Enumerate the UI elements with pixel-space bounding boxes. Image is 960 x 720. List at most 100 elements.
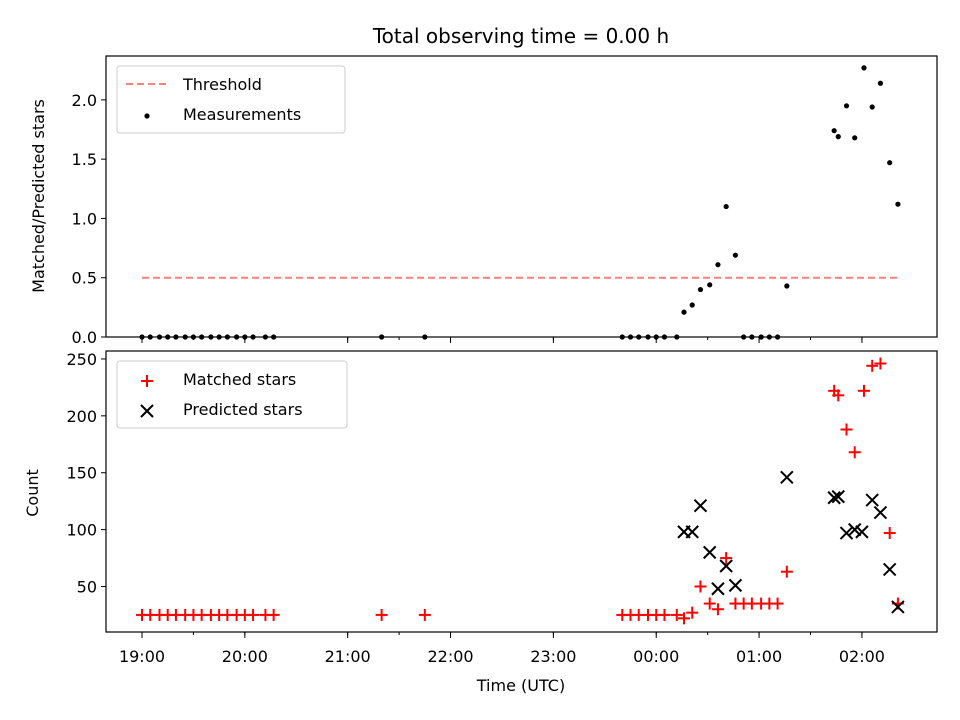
x-tick-label: 21:00	[325, 647, 371, 666]
data-point	[857, 384, 870, 397]
x-tick-label: 01:00	[736, 647, 782, 666]
data-point	[199, 334, 205, 340]
data-point	[703, 597, 716, 610]
x-tick-label: 20:00	[222, 647, 268, 666]
data-point	[780, 470, 794, 484]
measurements-legend-swatch	[144, 113, 150, 119]
data-point	[653, 334, 659, 340]
data-point	[216, 334, 222, 340]
x-tick-label: 00:00	[633, 647, 679, 666]
data-point	[422, 334, 428, 340]
y-tick-label: 1.0	[72, 209, 97, 228]
data-point	[732, 252, 739, 258]
count-panel: 50 100 150 200 250 19:00 20:00 21:00 22:00 23:00 0…	[66, 350, 938, 666]
marker-stroke	[848, 522, 862, 537]
x-tick-label: 19:00	[119, 647, 165, 666]
data-point	[190, 334, 197, 340]
marker-stroke	[831, 489, 845, 504]
data-point	[749, 334, 755, 340]
data-point	[694, 580, 707, 593]
marker-stroke	[780, 470, 794, 484]
marker-stroke	[865, 493, 879, 507]
data-point	[707, 282, 713, 288]
data-point	[689, 302, 695, 308]
marker-stroke	[703, 545, 717, 560]
data-point	[224, 334, 230, 340]
data-point	[267, 608, 280, 621]
data-point	[720, 552, 733, 565]
data-point	[173, 334, 179, 340]
marker-stroke	[728, 578, 743, 593]
y-tick-label: 200	[66, 407, 97, 426]
data-point	[681, 309, 687, 315]
data-point	[771, 597, 784, 610]
data-point	[711, 603, 724, 616]
data-point	[697, 286, 704, 293]
x-tick-label: 23:00	[530, 647, 576, 666]
data-point	[250, 334, 256, 340]
marker-stroke	[839, 526, 854, 540]
x-tick-label: 22:00	[427, 647, 473, 666]
data-point	[882, 562, 897, 577]
data-point	[840, 423, 853, 436]
data-point	[711, 582, 725, 596]
matched-stars-series	[135, 357, 904, 625]
data-point	[784, 283, 790, 289]
data-point	[147, 334, 153, 340]
y-tick-label: 150	[66, 464, 97, 483]
predicted-legend-label: Predicted stars	[183, 400, 303, 419]
data-point	[895, 201, 901, 207]
data-point	[686, 606, 699, 619]
data-point	[774, 334, 781, 340]
data-point	[165, 334, 171, 340]
data-point	[873, 505, 888, 520]
data-point	[418, 608, 431, 621]
data-point	[627, 334, 634, 340]
data-point	[723, 203, 729, 210]
data-point	[866, 359, 879, 372]
data-point	[670, 608, 683, 621]
top-y-axis-label: Matched/Predicted stars	[29, 99, 48, 293]
matched-legend-swatch	[141, 375, 153, 387]
data-point	[874, 357, 887, 370]
data-point	[182, 334, 188, 340]
chart-title: Total observing time = 0.00 h	[372, 24, 669, 48]
data-point	[703, 545, 717, 560]
data-point	[855, 525, 869, 539]
marker-stroke	[693, 499, 708, 513]
predicted-legend-swatch	[140, 404, 154, 418]
x-axis-label: Time (UTC)	[476, 676, 565, 695]
plot-frame	[105, 350, 938, 633]
data-point	[271, 334, 277, 340]
data-point	[375, 608, 388, 621]
y-tick-label: 250	[66, 350, 97, 369]
data-point	[831, 489, 845, 504]
data-point	[865, 493, 879, 507]
data-point	[262, 334, 269, 340]
data-point	[848, 446, 861, 459]
data-point	[619, 334, 625, 340]
data-point	[658, 608, 671, 621]
data-point	[674, 334, 680, 340]
data-point	[835, 134, 841, 140]
data-point	[832, 389, 845, 402]
y-tick-label: 0.5	[72, 269, 97, 288]
y-tick-label: 2.0	[72, 91, 97, 110]
marker-stroke	[855, 525, 869, 539]
data-point	[685, 525, 699, 539]
data-point	[780, 565, 793, 578]
data-point	[883, 527, 896, 540]
marker-stroke	[891, 600, 905, 614]
data-point	[719, 559, 733, 573]
marker-stroke	[711, 582, 725, 596]
data-point	[869, 104, 875, 110]
marker-stroke	[882, 562, 897, 577]
data-point	[247, 608, 260, 621]
data-point	[379, 334, 385, 340]
data-point	[839, 526, 854, 540]
measurements-series	[139, 65, 901, 340]
data-point	[741, 334, 747, 340]
data-point	[242, 334, 248, 340]
matched-legend-label: Matched stars	[183, 370, 296, 389]
